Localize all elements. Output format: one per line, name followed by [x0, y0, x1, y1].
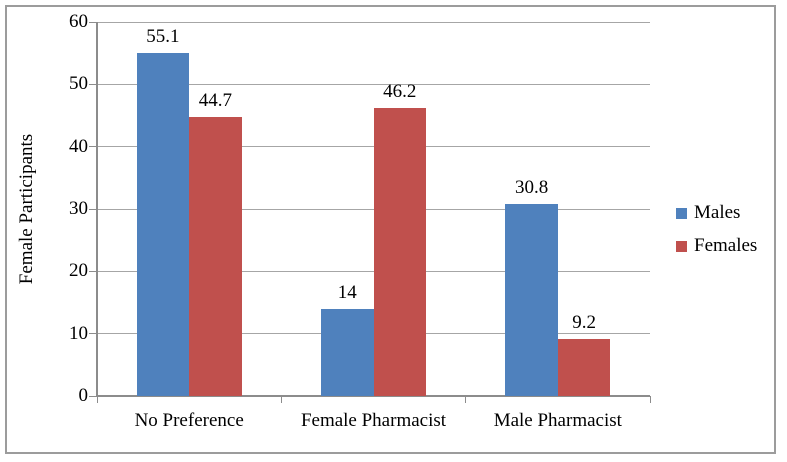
x-category-label-female-pharmacist: Female Pharmacist — [300, 410, 447, 431]
legend-item-females: Females — [676, 234, 757, 258]
y-tick-mark-30 — [89, 208, 96, 210]
y-tick-mark-40 — [89, 146, 96, 148]
value-label-females-no-preference: 44.7 — [198, 90, 233, 112]
x-tick-mark-3 — [649, 396, 651, 403]
legend-item-males: Males — [676, 201, 757, 225]
x-category-label-no-preference: No Preference — [134, 410, 244, 431]
value-label-males-male-pharmacist: 30.8 — [514, 177, 549, 198]
y-tick-mark-20 — [89, 270, 96, 272]
x-tick-mark-0 — [96, 396, 98, 403]
y-tick-mark-10 — [89, 333, 96, 335]
value-label-males-no-preference: 55.1 — [146, 25, 180, 47]
y-tick-label-40: 40 — [69, 135, 88, 157]
legend-label-females: Females — [694, 235, 758, 256]
y-tick-label-0: 0 — [78, 385, 89, 406]
x-tick-mark-2 — [465, 396, 467, 403]
y-tick-mark-60 — [89, 21, 96, 23]
value-label-females-male-pharmacist: 9.2 — [572, 311, 596, 333]
y-tick-label-30: 30 — [69, 198, 88, 219]
y-tick-mark-50 — [89, 83, 96, 85]
legend-swatch-females-icon — [676, 240, 687, 252]
x-axis-line — [96, 395, 650, 397]
y-tick-label-50: 50 — [69, 73, 88, 95]
y-tick-label-10: 10 — [69, 322, 88, 344]
legend-swatch-males-icon — [676, 207, 687, 219]
bar-males-male-pharmacist — [505, 204, 558, 396]
legend-label-males: Males — [694, 202, 741, 223]
x-category-label-male-pharmacist: Male Pharmacist — [493, 410, 622, 431]
bar-females-female-pharmacist — [373, 108, 426, 396]
value-label-males-female-pharmacist: 14 — [337, 281, 357, 303]
x-tick-mark-1 — [280, 396, 282, 403]
bar-females-male-pharmacist — [557, 338, 611, 396]
y-tick-label-60: 60 — [69, 11, 88, 32]
y-axis-line — [96, 22, 98, 397]
value-label-females-female-pharmacist: 46.2 — [383, 81, 417, 103]
bar-males-female-pharmacist — [321, 308, 374, 396]
y-tick-label-20: 20 — [69, 260, 88, 282]
gridline-50 — [97, 83, 650, 85]
bar-females-no-preference — [189, 117, 242, 396]
gridline-60 — [97, 21, 650, 23]
y-axis-title: Female Participants — [16, 133, 37, 285]
legend: Males Females — [676, 201, 757, 267]
bar-males-no-preference — [136, 52, 190, 396]
y-tick-mark-0 — [89, 395, 96, 397]
